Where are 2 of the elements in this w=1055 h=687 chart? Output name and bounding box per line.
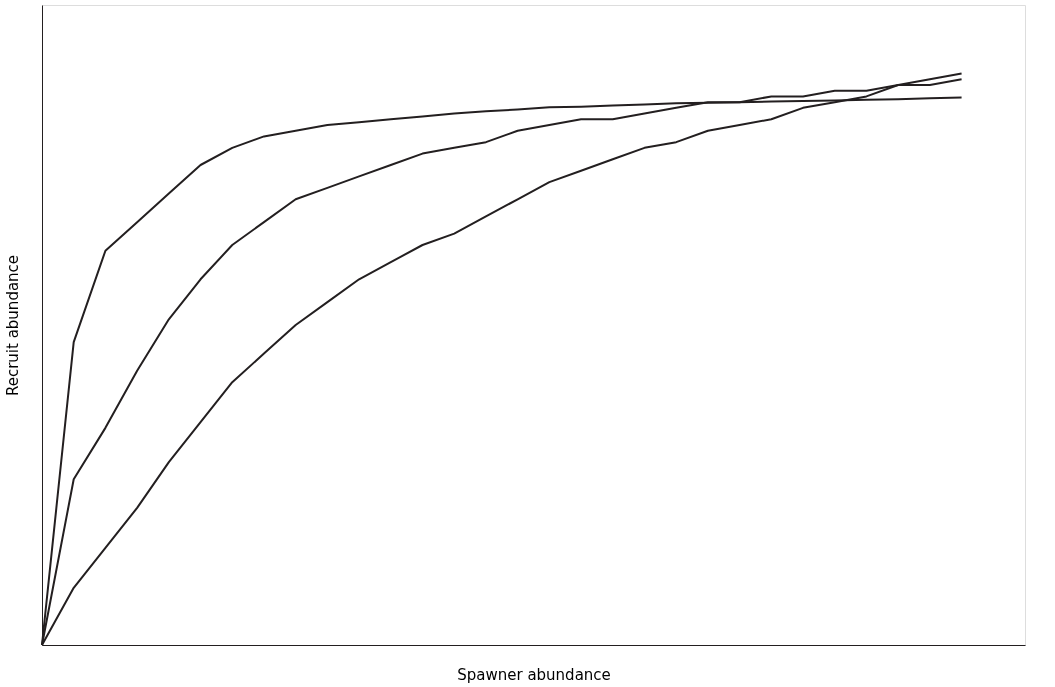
x-axis-title: Spawner abundance [457, 665, 611, 684]
y-axis-title: Recruit abundance [3, 254, 22, 397]
